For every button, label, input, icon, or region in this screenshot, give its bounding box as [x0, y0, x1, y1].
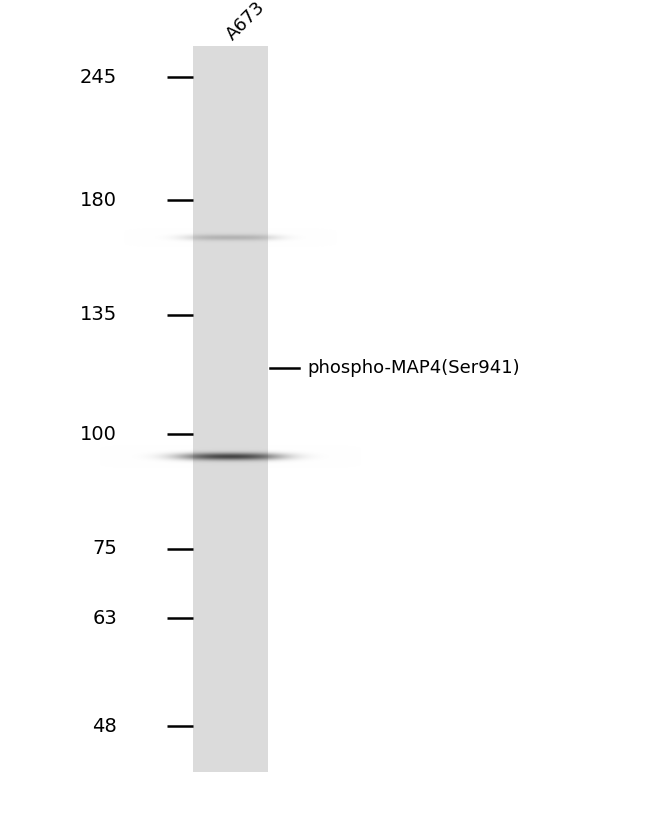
- Text: 245: 245: [80, 68, 117, 87]
- Text: A673: A673: [223, 0, 269, 44]
- Text: 100: 100: [80, 425, 117, 444]
- Text: 48: 48: [92, 717, 117, 736]
- Text: 135: 135: [80, 305, 117, 324]
- Text: 180: 180: [80, 191, 117, 210]
- Text: 63: 63: [92, 609, 117, 628]
- Text: 75: 75: [92, 540, 117, 559]
- Text: phospho-MAP4(Ser941): phospho-MAP4(Ser941): [307, 359, 519, 377]
